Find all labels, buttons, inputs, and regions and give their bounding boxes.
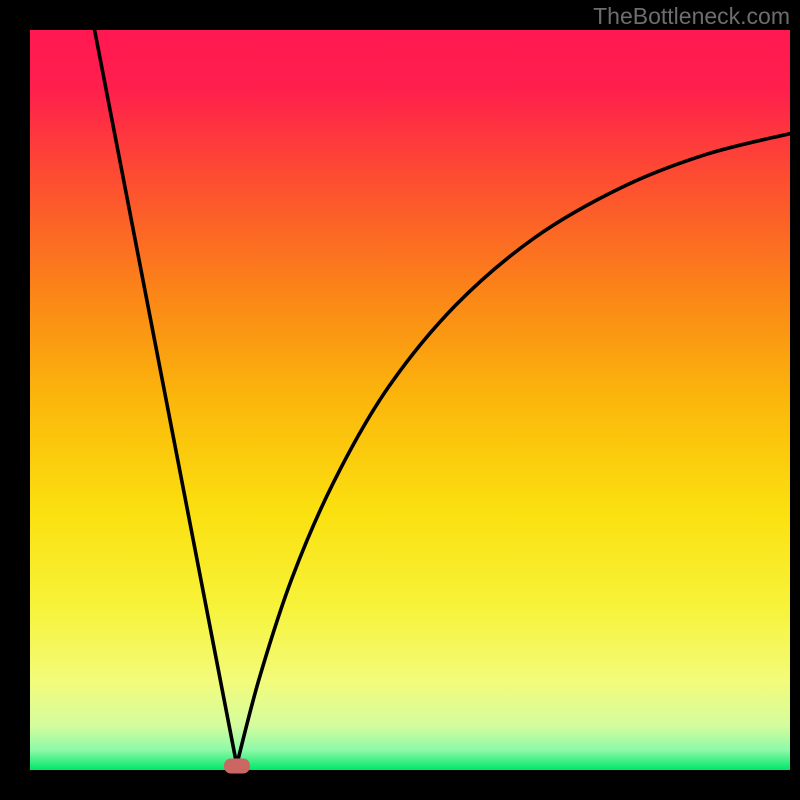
- bottleneck-curve: [0, 0, 800, 800]
- bottleneck-marker: [224, 758, 250, 773]
- chart-container: TheBottleneck.com: [0, 0, 800, 800]
